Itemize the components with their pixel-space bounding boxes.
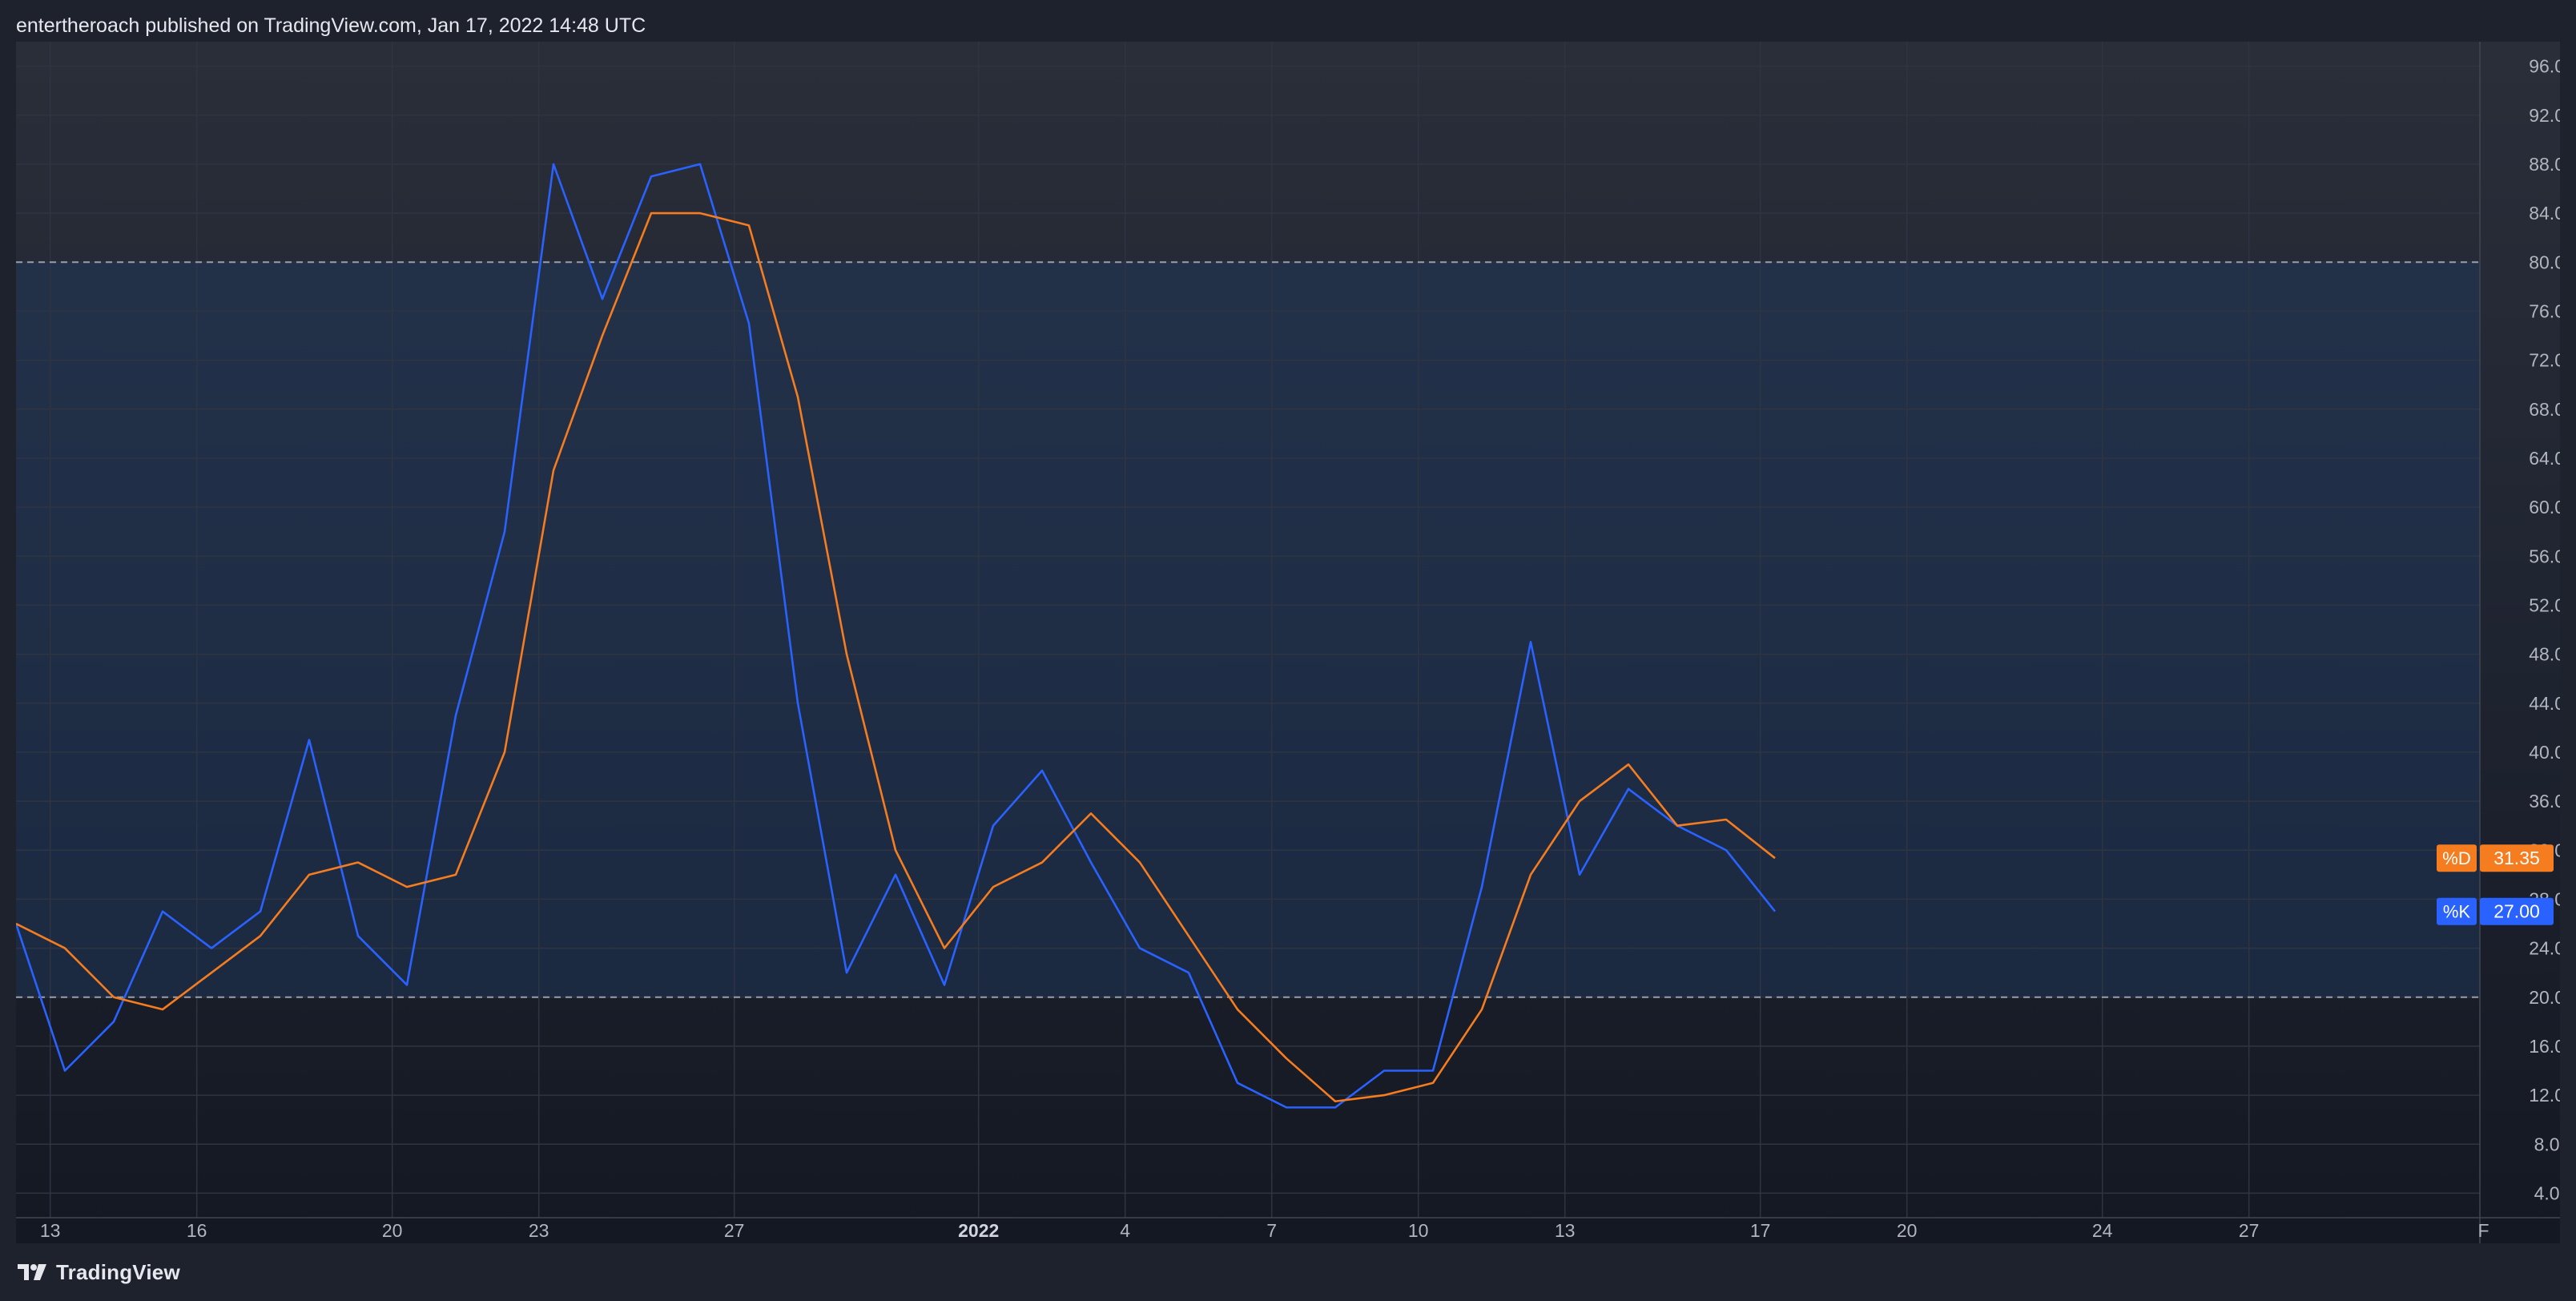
x-tick-label: 17 [1750,1220,1771,1241]
y-tick-label: 36.00 [2529,791,2560,812]
y-tick-label: 80.00 [2529,252,2560,272]
y-tick-label: 84.00 [2529,203,2560,224]
badge-value-d [2480,844,2554,872]
band-fill [16,262,2480,997]
series-line-d [16,211,1776,1103]
x-tick-label: 27 [724,1220,745,1241]
y-tick-label: 20.00 [2529,987,2560,1008]
badge-value-label-k: 27.00 [2493,901,2540,922]
chart-panel[interactable]: 4.008.0012.0016.0020.0024.0028.0032.0036… [16,42,2560,1243]
y-tick-label: 64.00 [2529,448,2560,469]
y-tick-label: 76.00 [2529,300,2560,321]
badge-value-label-d: 31.35 [2493,848,2540,868]
y-tick-label: 92.00 [2529,105,2560,126]
publish-header-text: entertheroach published on TradingView.c… [16,14,646,37]
y-tick-label: 44.00 [2529,693,2560,714]
x-tick-label: F [2477,1220,2489,1241]
y-tick-label: 16.00 [2529,1036,2560,1057]
tradingview-logo-icon[interactable] [16,1262,48,1283]
badge-name-label-d: %D [2442,848,2470,868]
badge-name-label-k: %K [2443,902,2471,922]
x-tick-label: 13 [40,1220,61,1241]
y-tick-label: 96.00 [2529,56,2560,77]
x-tick-label: 4 [1120,1220,1130,1241]
x-tick-label: 20 [1897,1220,1918,1241]
stochastic-chart[interactable]: 4.008.0012.0016.0020.0024.0028.0032.0036… [16,42,2560,1243]
y-tick-label: 24.00 [2529,938,2560,959]
y-tick-label: 52.00 [2529,594,2560,615]
x-tick-label: 24 [2092,1220,2113,1241]
x-tick-label: 13 [1555,1220,1576,1241]
series-line-k [16,163,1777,1109]
y-tick-label: 8.00 [2534,1134,2560,1154]
badge-name-d [2437,844,2477,872]
y-tick-label: 60.00 [2529,497,2560,518]
badge-value-k [2480,897,2554,925]
y-tick-label: 48.00 [2529,644,2560,665]
x-tick-label: 2022 [958,1220,999,1241]
y-tick-label: 88.00 [2529,154,2560,175]
y-tick-label: 72.00 [2529,350,2560,371]
footer: TradingView [16,1255,180,1290]
y-tick-label: 68.00 [2529,399,2560,420]
x-tick-label: 27 [2239,1220,2260,1241]
x-tick-label: 23 [529,1220,549,1241]
x-tick-label: 16 [187,1220,207,1241]
y-tick-label: 4.00 [2534,1182,2560,1203]
x-tick-label: 10 [1408,1220,1429,1241]
y-tick-label: 56.00 [2529,546,2560,566]
y-tick-label: 40.00 [2529,742,2560,763]
x-tick-label: 20 [382,1220,403,1241]
x-tick-label: 7 [1266,1220,1277,1241]
brand-name[interactable]: TradingView [56,1259,180,1284]
badge-name-k [2437,897,2477,925]
publish-header: entertheroach published on TradingView.c… [16,10,646,42]
y-tick-label: 12.00 [2529,1085,2560,1106]
